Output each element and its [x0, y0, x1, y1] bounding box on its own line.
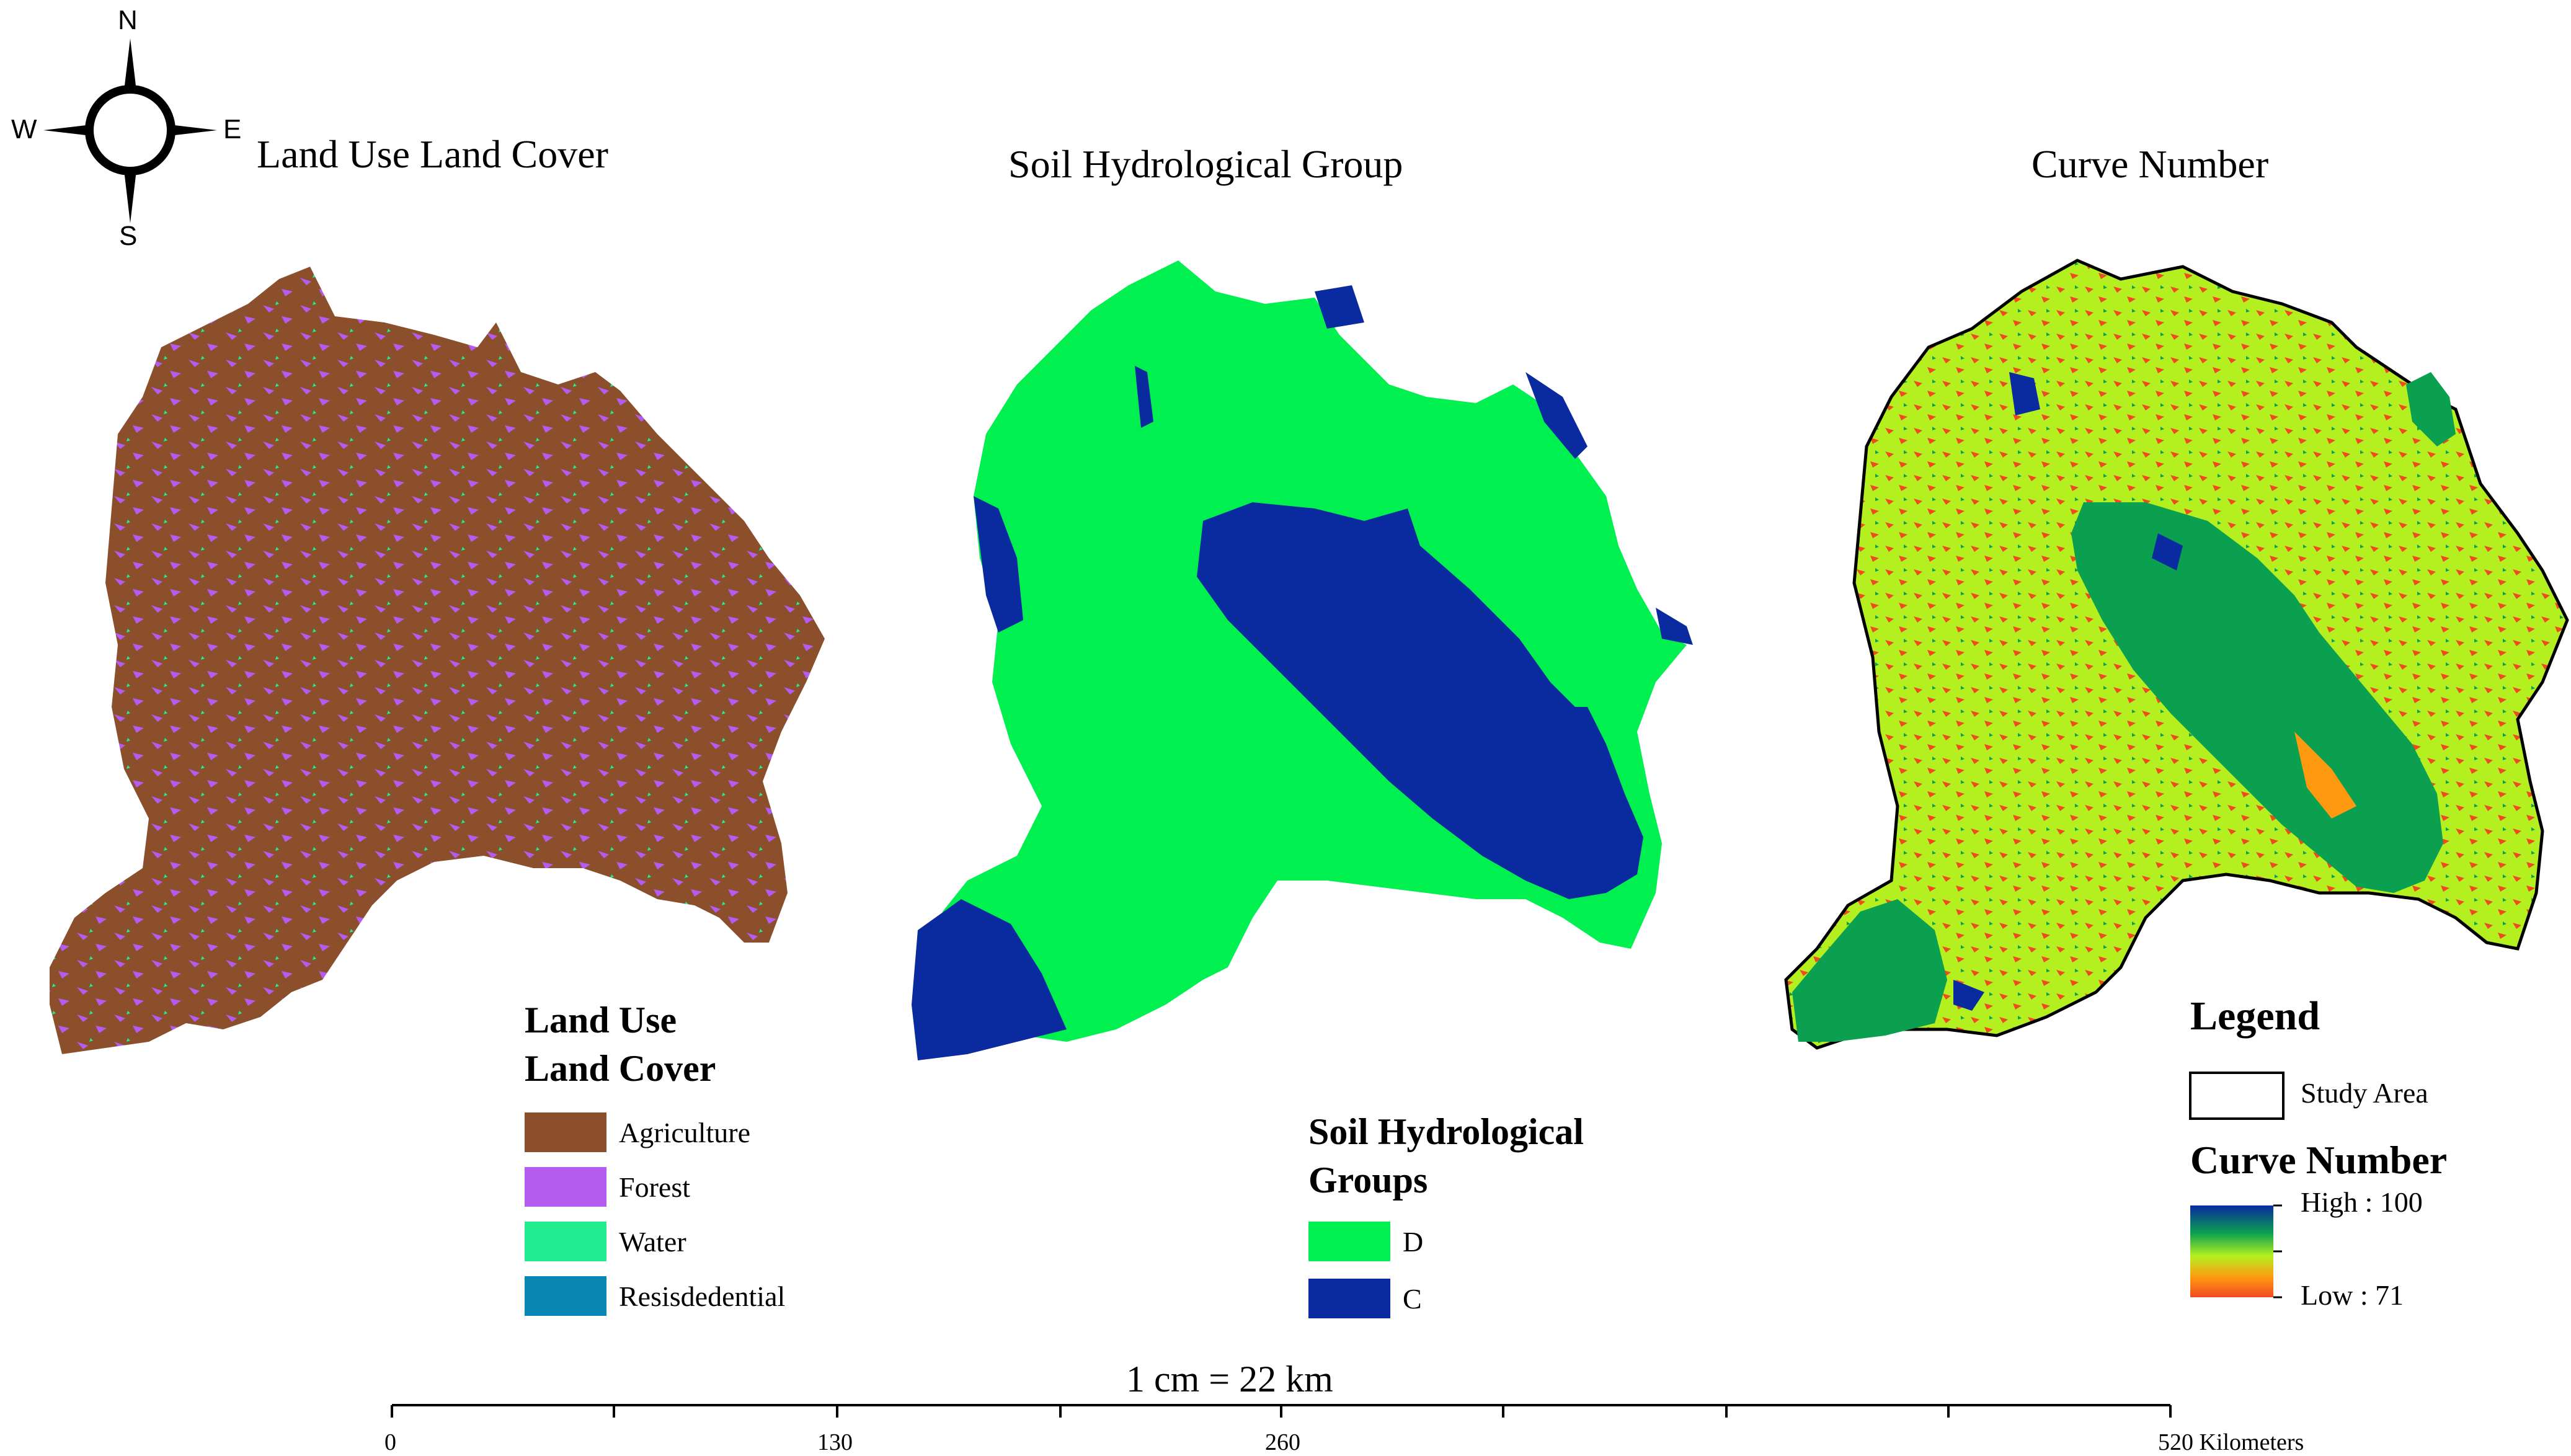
lulc-legend-title-line2: Land Cover: [525, 1048, 716, 1089]
legend-swatch: [1308, 1222, 1390, 1261]
legend-label: Forest: [619, 1171, 690, 1203]
cn-map-title: Curve Number: [2031, 142, 2269, 186]
soil-map-title: Soil Hydrological Group: [1008, 142, 1403, 186]
scale-tick-label: 260: [1265, 1429, 1300, 1455]
curve-number-ramp: [2190, 1205, 2273, 1297]
legend-swatch: [525, 1276, 606, 1316]
legend-label: Water: [619, 1225, 686, 1258]
lulc-legend-item: Agriculture: [525, 1111, 750, 1153]
soil-legend-title-line1: Soil Hydrological: [1308, 1111, 1584, 1152]
compass-east-label: E: [223, 114, 242, 144]
cn-legend-title: Legend: [2190, 993, 2320, 1039]
legend-swatch: [525, 1112, 606, 1152]
legend-swatch: [525, 1222, 606, 1261]
legend-swatch: [1308, 1279, 1390, 1318]
scale-tick-label: 520 Kilometers: [2158, 1429, 2304, 1456]
legend-label: Resisdedential: [619, 1280, 786, 1312]
lulc-legend-item: Forest: [525, 1166, 690, 1208]
scale-bar: [391, 1404, 2172, 1418]
legend-swatch: [525, 1167, 606, 1207]
lulc-legend-title: Land Use Land Cover: [525, 996, 716, 1093]
soil-map: [912, 260, 1693, 1060]
scale-tick-value: 520: [2158, 1429, 2193, 1455]
soil-legend-item: C: [1308, 1277, 1422, 1320]
lulc-legend-title-line1: Land Use: [525, 1000, 677, 1041]
cn-ramp-title: Curve Number: [2190, 1138, 2448, 1182]
compass-rose-icon: [43, 38, 217, 223]
lulc-legend-item: Water: [525, 1220, 686, 1263]
curve-number-map: [1784, 259, 2569, 1050]
legend-label: Agriculture: [619, 1116, 751, 1148]
study-area-swatch: [2189, 1072, 2285, 1120]
compass-west-label: W: [11, 114, 37, 144]
lulc-legend-item: Resisdedential: [525, 1275, 785, 1317]
legend-label: C: [1403, 1282, 1422, 1315]
cn-high-label: High : 100: [2301, 1186, 2423, 1218]
study-area-label: Study Area: [2301, 1077, 2428, 1109]
scale-unit: Kilometers: [2199, 1429, 2304, 1455]
cn-low-label: Low : 71: [2301, 1279, 2404, 1311]
scale-ratio: 1 cm = 22 km: [1126, 1359, 1333, 1400]
lulc-map: [50, 267, 825, 1054]
scale-tick-label: 130: [817, 1429, 853, 1455]
lulc-map-title: Land Use Land Cover: [257, 132, 608, 176]
soil-legend-title-line2: Groups: [1308, 1160, 1428, 1201]
soil-legend-title: Soil Hydrological Groups: [1308, 1108, 1584, 1204]
soil-legend-item: D: [1308, 1220, 1423, 1263]
compass-north-label: N: [118, 5, 138, 35]
scale-tick-label: 0: [384, 1429, 396, 1455]
legend-label: D: [1403, 1225, 1424, 1258]
compass-south-label: S: [119, 221, 138, 251]
